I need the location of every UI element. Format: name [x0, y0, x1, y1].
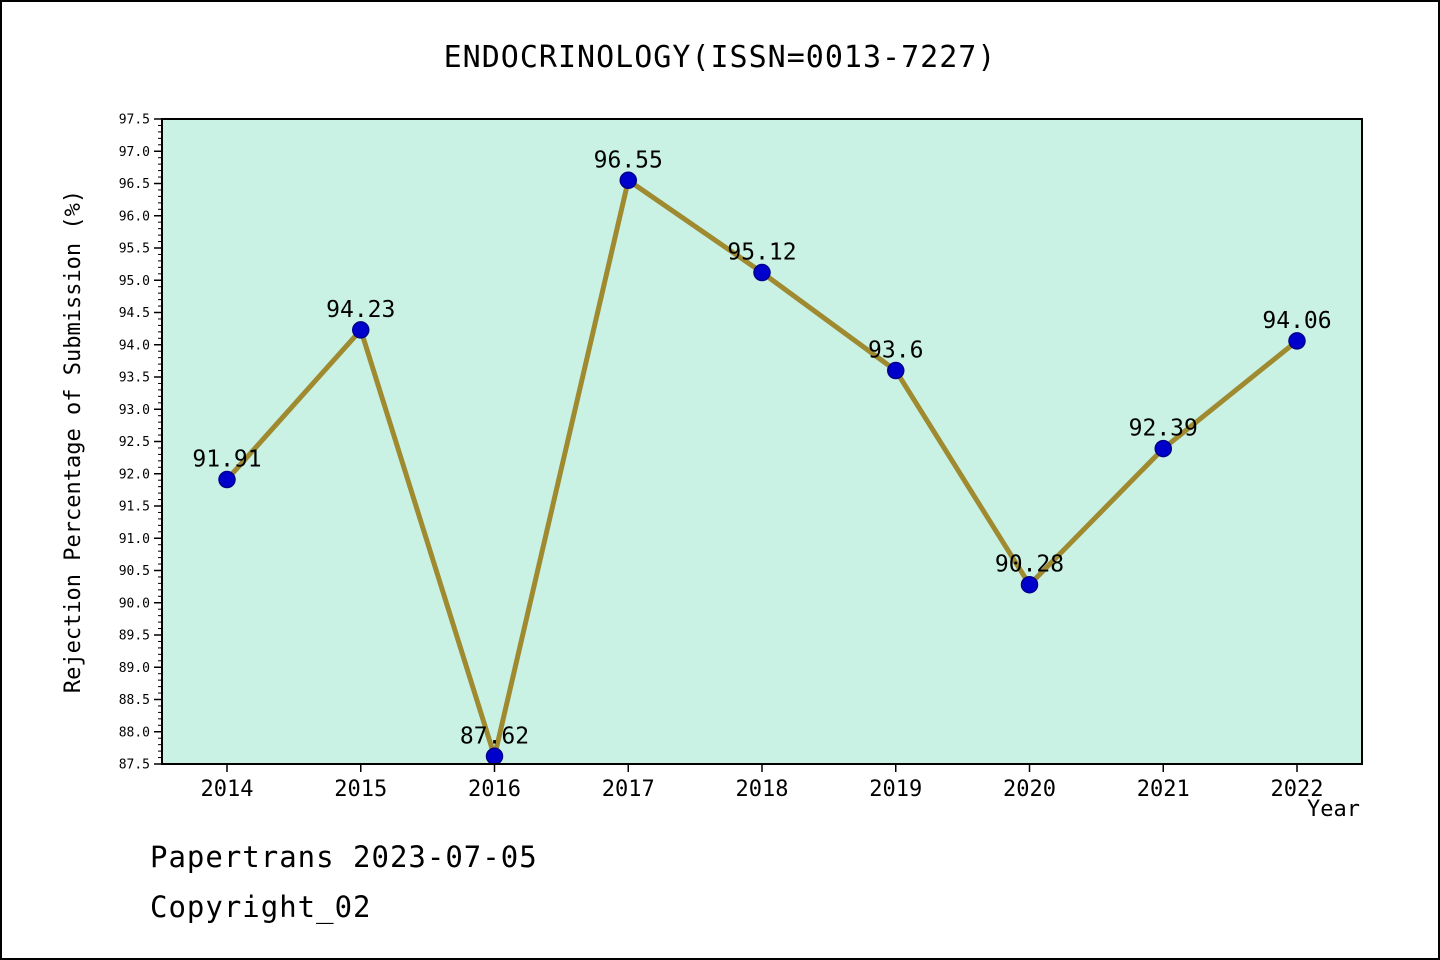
y-tick-label: 92.0	[119, 467, 150, 482]
y-tick-label: 95.5	[119, 242, 150, 257]
y-tick-label: 93.5	[119, 371, 150, 386]
y-tick-label: 90.0	[119, 596, 150, 611]
x-tick-label: 2016	[468, 777, 521, 802]
point-label: 87.62	[460, 723, 529, 749]
point-label: 93.6	[868, 338, 923, 364]
plot-border	[161, 118, 1363, 765]
y-tick-label: 88.0	[119, 725, 150, 740]
y-axis-label: Rejection Percentage of Submission (%)	[61, 190, 86, 693]
data-point	[218, 470, 236, 489]
point-label: 95.12	[727, 240, 796, 266]
y-tick-label: 91.0	[119, 532, 150, 547]
data-point	[619, 171, 637, 190]
x-tick-label: 2017	[602, 777, 655, 802]
x-tick-label: 2019	[869, 777, 922, 802]
footer-source: Papertrans 2023-07-05	[150, 840, 538, 874]
point-label: 94.23	[326, 297, 395, 323]
x-tick-label: 2015	[334, 777, 387, 802]
point-label: 92.39	[1129, 416, 1198, 442]
point-label: 91.91	[192, 447, 261, 473]
point-label: 90.28	[995, 552, 1064, 578]
point-label: 96.55	[594, 147, 663, 173]
y-tick-label: 87.5	[119, 758, 150, 773]
y-tick-label: 89.5	[119, 629, 150, 644]
y-tick-label: 92.5	[119, 435, 150, 450]
y-tick-label: 96.0	[119, 209, 150, 224]
x-tick-label: 2018	[736, 777, 789, 802]
y-tick-label: 95.0	[119, 274, 150, 289]
data-point	[352, 321, 370, 339]
y-tick-label: 96.5	[119, 177, 150, 192]
data-point	[485, 747, 504, 766]
chart-title: ENDOCRINOLOGY(ISSN=0013-7227)	[443, 40, 997, 75]
data-point	[1020, 575, 1039, 594]
y-tick-label: 90.5	[119, 564, 150, 579]
x-tick-label: 2020	[1003, 777, 1056, 802]
point-label: 94.06	[1262, 308, 1331, 334]
y-tick-label: 93.0	[119, 403, 150, 418]
data-point	[887, 361, 905, 380]
data-point	[753, 263, 771, 282]
y-tick-label: 94.5	[119, 306, 150, 321]
y-tick-label: 89.0	[119, 661, 150, 676]
y-tick-label: 88.5	[119, 693, 150, 708]
data-point	[1154, 439, 1172, 458]
footer-copyright: Copyright_02	[150, 890, 372, 924]
x-axis-label: Year	[1307, 797, 1360, 822]
y-tick-label: 97.0	[119, 145, 150, 160]
x-tick-label: 2021	[1137, 777, 1190, 802]
data-point	[1288, 332, 1306, 350]
y-tick-label: 94.0	[119, 338, 150, 353]
y-tick-label: 91.5	[119, 500, 150, 515]
y-tick-label: 97.5	[119, 113, 150, 128]
x-tick-label: 2022	[1271, 777, 1324, 802]
x-tick-label: 2014	[201, 777, 254, 802]
